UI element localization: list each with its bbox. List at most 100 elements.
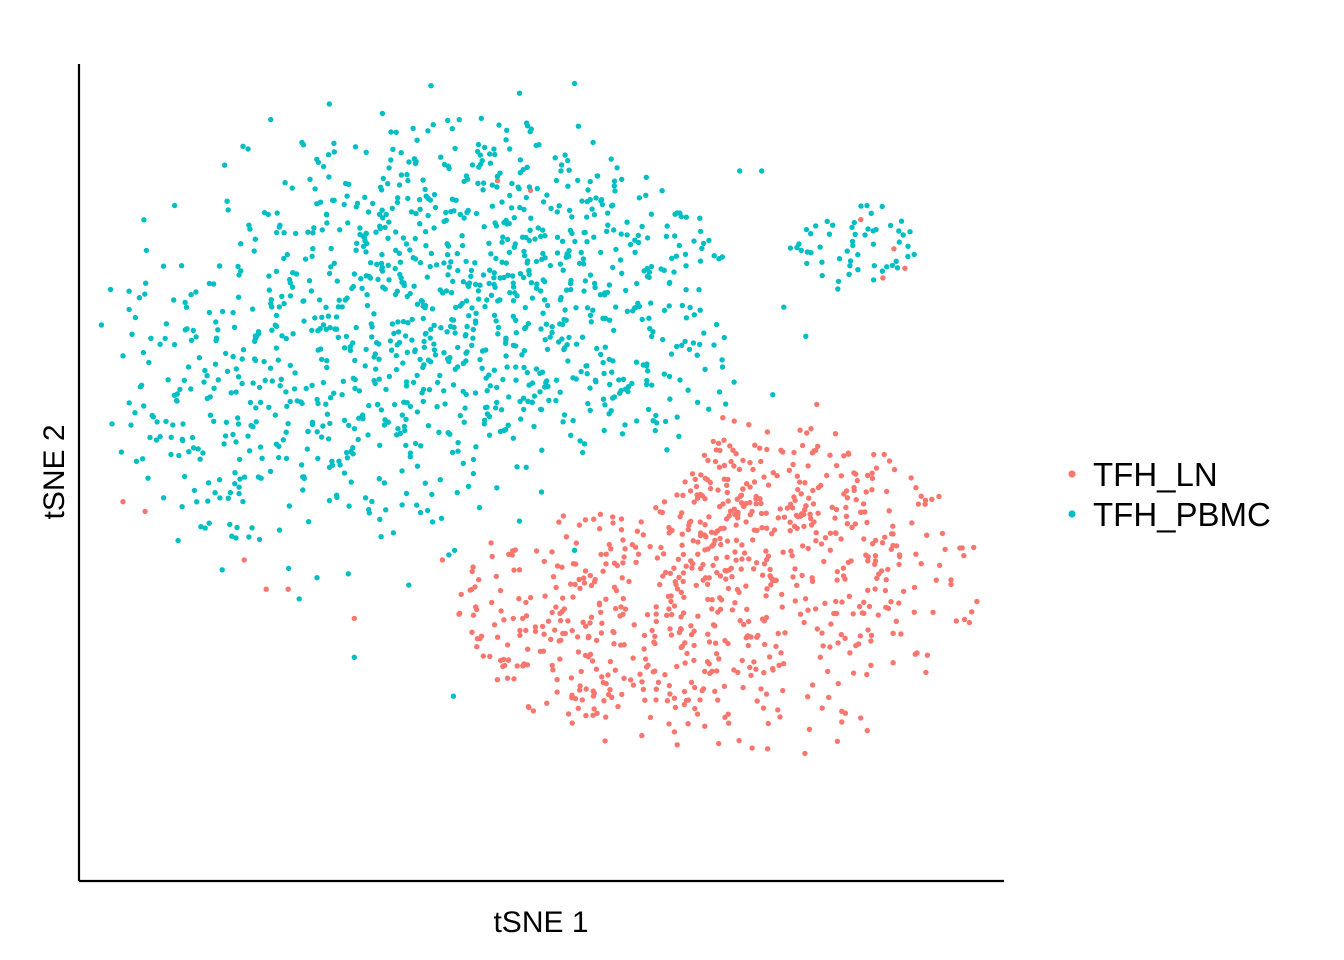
point-tfh-ln	[922, 497, 929, 503]
point-tfh-pbmc	[132, 410, 138, 416]
point-tfh-pbmc	[315, 347, 321, 353]
point-tfh-ln	[142, 508, 148, 515]
point-tfh-ln	[692, 705, 698, 712]
point-tfh-pbmc	[521, 348, 528, 354]
point-tfh-pbmc	[341, 345, 348, 351]
point-tfh-ln	[607, 658, 614, 665]
point-tfh-ln	[819, 630, 825, 636]
point-tfh-ln	[667, 626, 673, 632]
point-tfh-pbmc	[393, 247, 399, 253]
point-tfh-ln	[557, 617, 564, 624]
point-tfh-ln	[560, 513, 567, 519]
point-tfh-ln	[732, 600, 738, 606]
point-tfh-pbmc	[189, 434, 196, 441]
point-tfh-pbmc	[413, 210, 419, 217]
point-tfh-ln	[770, 667, 776, 673]
point-tfh-ln	[644, 612, 651, 618]
point-tfh-pbmc	[521, 248, 527, 255]
point-tfh-ln	[576, 576, 582, 583]
point-tfh-pbmc	[504, 127, 510, 133]
point-tfh-pbmc	[844, 248, 850, 254]
point-tfh-pbmc	[385, 181, 391, 187]
legend-label-tfh-pbmc: TFH_PBMC	[1093, 496, 1271, 533]
point-tfh-pbmc	[677, 377, 683, 383]
point-tfh-pbmc	[393, 352, 400, 359]
point-tfh-pbmc	[422, 186, 428, 193]
point-tfh-ln	[773, 643, 779, 650]
point-tfh-pbmc	[364, 292, 370, 298]
point-tfh-pbmc	[427, 263, 433, 270]
point-tfh-ln	[532, 624, 539, 630]
point-tfh-pbmc	[414, 301, 421, 307]
point-tfh-pbmc	[143, 280, 149, 286]
point-tfh-ln	[780, 687, 786, 694]
point-tfh-pbmc	[611, 327, 617, 334]
point-tfh-ln	[860, 501, 867, 507]
point-tfh-ln	[639, 732, 645, 739]
point-tfh-pbmc	[309, 382, 315, 388]
point-tfh-ln	[898, 631, 904, 637]
point-tfh-pbmc	[583, 363, 589, 369]
point-tfh-pbmc	[256, 384, 263, 391]
point-tfh-pbmc	[290, 331, 296, 337]
point-tfh-pbmc	[624, 308, 631, 314]
point-tfh-ln	[652, 633, 658, 640]
point-tfh-ln	[851, 484, 857, 491]
point-tfh-ln	[548, 636, 554, 642]
point-tfh-ln	[763, 691, 770, 697]
point-tfh-ln	[647, 714, 654, 721]
point-tfh-pbmc	[409, 337, 415, 343]
point-tfh-pbmc	[145, 475, 151, 481]
point-tfh-ln	[510, 548, 516, 554]
point-tfh-pbmc	[213, 319, 219, 325]
point-tfh-ln	[681, 688, 688, 695]
point-tfh-ln	[814, 626, 820, 632]
point-tfh-ln	[760, 705, 767, 711]
point-tfh-pbmc	[491, 146, 497, 152]
point-tfh-pbmc	[367, 260, 374, 266]
point-tfh-pbmc	[212, 361, 219, 367]
point-tfh-pbmc	[456, 117, 462, 123]
point-tfh-ln	[780, 549, 786, 555]
point-tfh-ln	[717, 595, 723, 601]
point-tfh-ln	[621, 554, 627, 560]
point-tfh-ln	[761, 641, 768, 648]
point-tfh-pbmc	[425, 423, 432, 429]
point-tfh-pbmc	[575, 177, 581, 184]
point-tfh-pbmc	[562, 152, 568, 158]
point-tfh-ln	[716, 656, 722, 662]
point-tfh-pbmc	[662, 418, 669, 425]
point-tfh-pbmc	[399, 412, 405, 418]
point-tfh-ln	[789, 553, 795, 559]
point-tfh-pbmc	[427, 335, 433, 341]
point-tfh-pbmc	[468, 267, 475, 274]
point-tfh-pbmc	[855, 267, 861, 273]
point-tfh-pbmc	[507, 290, 513, 296]
point-tfh-ln	[596, 600, 603, 606]
point-tfh-ln	[703, 534, 709, 540]
point-tfh-pbmc	[770, 392, 776, 398]
point-tfh-pbmc	[406, 159, 412, 165]
point-tfh-ln	[680, 551, 687, 558]
point-tfh-pbmc	[350, 375, 357, 381]
point-tfh-ln	[792, 598, 798, 604]
point-tfh-ln	[861, 610, 867, 616]
point-tfh-pbmc	[212, 490, 218, 496]
point-tfh-ln	[673, 581, 679, 588]
point-tfh-pbmc	[310, 230, 316, 236]
point-tfh-ln	[821, 558, 827, 565]
point-tfh-pbmc	[510, 280, 516, 286]
point-tfh-ln	[861, 536, 867, 542]
point-tfh-ln	[729, 607, 736, 613]
point-tfh-pbmc	[796, 241, 802, 247]
point-tfh-pbmc	[696, 287, 702, 293]
point-tfh-pbmc	[309, 419, 316, 425]
point-tfh-ln	[776, 662, 782, 668]
point-tfh-pbmc	[524, 260, 530, 266]
point-tfh-pbmc	[803, 226, 810, 233]
point-tfh-ln	[746, 422, 752, 428]
point-tfh-ln	[764, 429, 771, 435]
point-tfh-pbmc	[517, 398, 523, 405]
point-tfh-pbmc	[438, 325, 444, 331]
